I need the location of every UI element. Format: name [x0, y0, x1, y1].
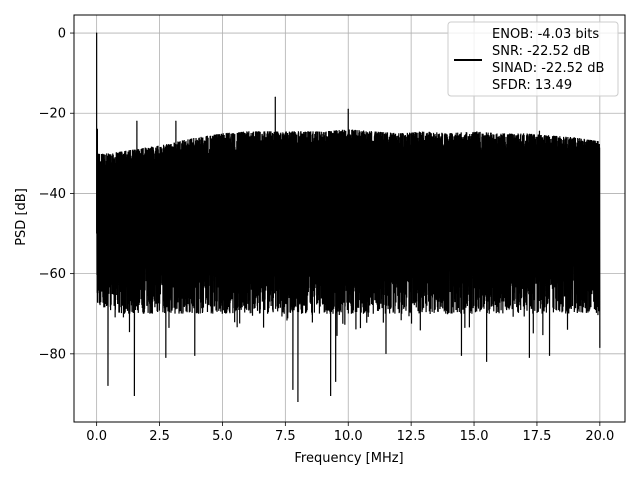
y-axis: 0 −20 −40 −60 −80 — [39, 27, 74, 362]
x-tick-label: 17.5 — [522, 429, 551, 444]
axes-border — [73, 14, 626, 423]
x-tick-label: 10.0 — [334, 429, 363, 444]
x-axis: 0.0 2.5 5.0 7.5 10.0 12.5 15.0 17.5 20.0 — [86, 422, 614, 444]
psd-peak-point — [175, 120, 177, 122]
x-axis-label: Frequency [MHz] — [294, 451, 403, 466]
x-tick-label: 2.5 — [149, 429, 170, 444]
legend-entry-line: SNR: -22.52 dB — [492, 44, 590, 59]
x-tick-label: 15.0 — [460, 429, 489, 444]
legend: ENOB: -4.03 bits SNR: -22.52 dB SINAD: -22… — [447, 21, 619, 97]
legend-box — [447, 21, 619, 97]
legend-entry-line: ENOB: -4.03 bits — [492, 27, 599, 42]
x-tick-label: 20.0 — [585, 429, 614, 444]
y-tick-label: −60 — [39, 267, 66, 282]
psd-peak-point — [136, 120, 138, 122]
y-axis-label: PSD [dB] — [14, 188, 29, 246]
y-tick-label: −20 — [39, 107, 66, 122]
x-tick-label: 7.5 — [275, 429, 296, 444]
y-tick-label: −80 — [39, 347, 66, 362]
axes-frame — [73, 14, 626, 423]
x-tick-label: 5.0 — [212, 429, 233, 444]
x-tick-label: 12.5 — [397, 429, 426, 444]
psd-peak-point — [96, 32, 98, 34]
plot-area — [96, 32, 601, 402]
legend-entry-line: SINAD: -22.52 dB — [492, 61, 604, 76]
psd-peak-point — [347, 108, 349, 110]
psd-peak-point — [538, 130, 541, 132]
psd-peak-point — [96, 128, 98, 130]
x-tick-label: 0.0 — [86, 429, 107, 444]
y-tick-label: −40 — [39, 187, 66, 202]
y-tick-label: 0 — [58, 27, 66, 42]
psd-peak-point — [274, 96, 276, 98]
legend-entry-line: SFDR: 13.49 — [492, 78, 572, 93]
